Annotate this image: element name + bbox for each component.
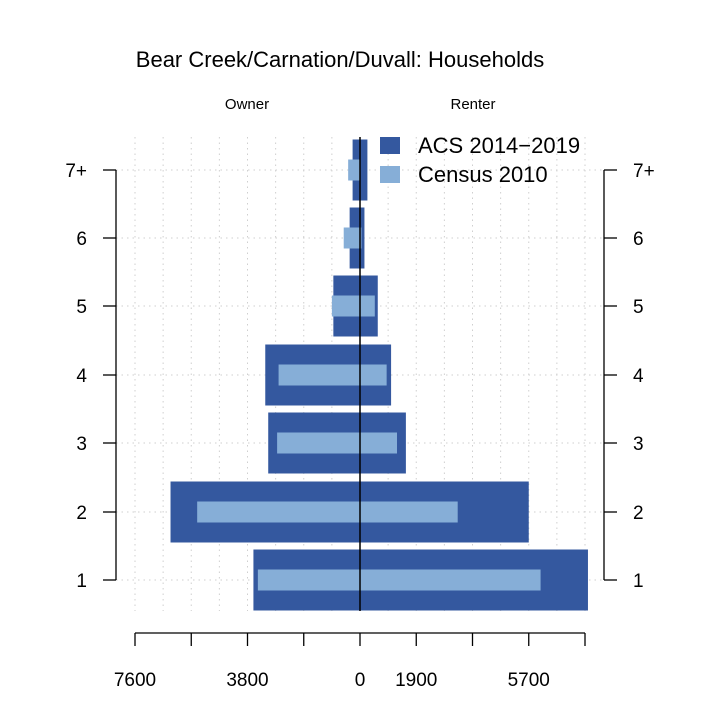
y-tick-label-right: 4 xyxy=(633,366,644,387)
bar-renter-acs-6 xyxy=(360,207,365,269)
bar-renter-census-1 xyxy=(360,569,541,591)
legend-label-acs: ACS 2014−2019 xyxy=(418,133,580,158)
bar-owner-census-2 xyxy=(197,501,360,523)
y-tick-label-left: 1 xyxy=(76,571,87,592)
y-tick-label-left: 2 xyxy=(76,503,87,524)
renter-side-label: Renter xyxy=(450,96,495,113)
x-tick-label: 1900 xyxy=(395,670,437,691)
axes-group: 1 1 2 2 3 3 4 4 5 5 6 6 7+ 7+ 7600 3800 0 1900 5700 xyxy=(65,161,654,691)
y-tick-label-right: 2 xyxy=(633,503,644,524)
y-tick-label-left: 5 xyxy=(76,297,87,318)
y-tick-label-left: 7+ xyxy=(65,161,87,182)
y-tick-label-right: 5 xyxy=(633,297,644,318)
bar-renter-acs-7+ xyxy=(360,139,368,201)
legend-swatch-census xyxy=(380,166,400,183)
x-tick-label: 5700 xyxy=(508,670,550,691)
legend-label-census: Census 2010 xyxy=(418,162,548,187)
y-tick-label-left: 6 xyxy=(76,229,87,250)
bar-renter-census-3 xyxy=(360,432,398,454)
y-tick-label-left: 3 xyxy=(76,434,87,455)
chart-title: Bear Creek/Carnation/Duvall: Households xyxy=(136,47,544,72)
x-tick-label: 7600 xyxy=(114,670,156,691)
y-tick-label-left: 4 xyxy=(76,366,87,387)
bar-renter-census-2 xyxy=(360,501,458,523)
y-tick-label-right: 6 xyxy=(633,229,644,250)
x-tick-label: 3800 xyxy=(226,670,268,691)
bar-owner-census-4 xyxy=(278,364,360,386)
bar-owner-census-3 xyxy=(277,432,360,454)
y-tick-label-right: 1 xyxy=(633,571,644,592)
bar-owner-census-7+ xyxy=(348,159,360,181)
bar-renter-census-4 xyxy=(360,364,387,386)
y-tick-label-right: 3 xyxy=(633,434,644,455)
legend: ACS 2014−2019 Census 2010 xyxy=(380,133,580,187)
bar-renter-census-5 xyxy=(360,295,375,317)
bars-group xyxy=(170,139,588,611)
owner-side-label: Owner xyxy=(225,96,269,113)
y-tick-label-right: 7+ xyxy=(633,161,655,182)
x-tick-label: 0 xyxy=(355,670,366,691)
bar-owner-census-6 xyxy=(343,227,360,249)
legend-swatch-acs xyxy=(380,137,400,154)
bar-owner-census-5 xyxy=(331,295,360,317)
bar-owner-census-1 xyxy=(257,569,360,591)
